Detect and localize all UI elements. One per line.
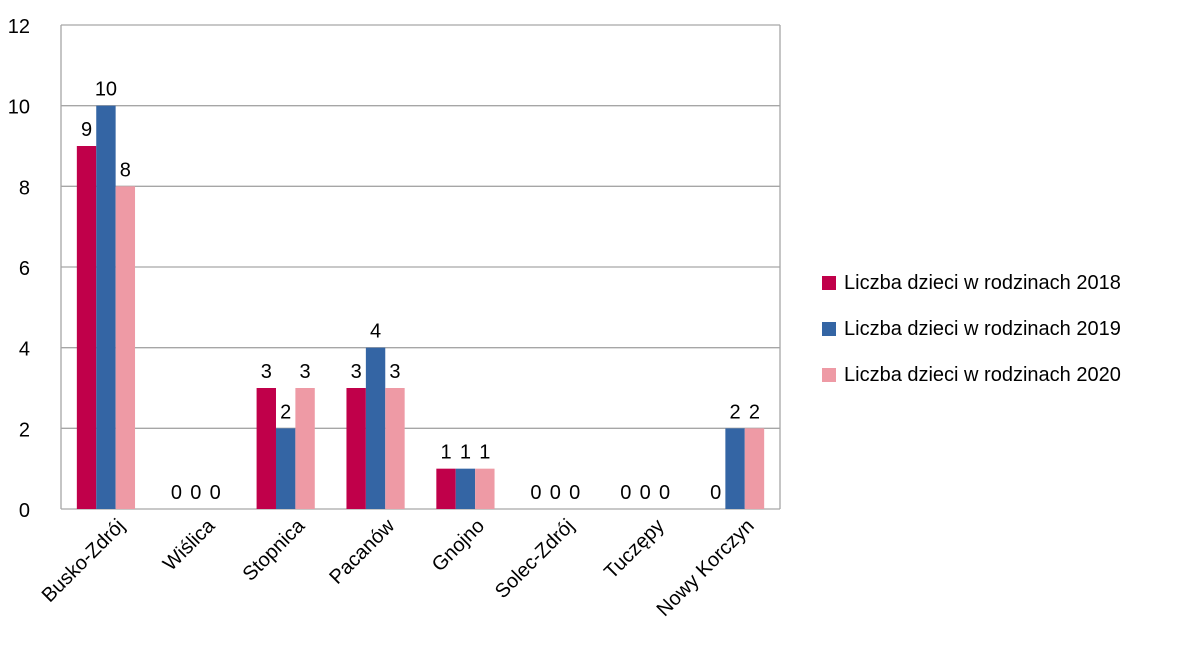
data-label: 10 [95, 79, 117, 101]
data-label: 4 [370, 321, 381, 343]
data-label: 0 [210, 482, 221, 504]
bar [346, 388, 366, 509]
data-label: 3 [300, 361, 311, 383]
data-label: 0 [710, 482, 721, 504]
x-axis-ticks: Busko-Zdrój Wiślica Stopnica Pacanów Gnojno S… [38, 514, 759, 621]
y-tick-label: 0 [19, 500, 30, 522]
legend-item-2019: Liczba dzieci w rodzinach 2019 [822, 318, 1177, 340]
x-tick-label: Busko-Zdrój [38, 515, 130, 607]
grid-layer [60, 24, 781, 510]
bar [295, 388, 315, 509]
data-label: 2 [280, 401, 291, 423]
y-tick-label: 2 [19, 419, 30, 441]
data-label: 0 [569, 482, 580, 504]
data-label: 0 [530, 482, 541, 504]
y-tick-label: 6 [19, 258, 30, 280]
data-label: 1 [440, 442, 451, 464]
bar [115, 186, 136, 510]
bar [455, 468, 476, 509]
legend-swatch-2020 [822, 368, 836, 382]
x-tick-label: Pacanów [325, 515, 399, 589]
data-label: 0 [640, 482, 651, 504]
bar [436, 468, 456, 509]
y-tick-label: 10 [8, 97, 30, 119]
y-tick-label: 12 [8, 16, 30, 38]
bar [385, 388, 405, 509]
data-label: 3 [389, 361, 400, 383]
bar [744, 428, 765, 509]
legend-item-2018: Liczba dzieci w rodzinach 2018 [822, 272, 1177, 294]
y-tick-label: 8 [19, 177, 30, 199]
data-label: 3 [261, 361, 272, 383]
legend-swatch-2018 [822, 276, 836, 290]
bar [76, 146, 97, 509]
bar [725, 428, 745, 509]
x-tick-label: Gnojno [428, 515, 489, 576]
bar [475, 468, 495, 509]
data-label: 8 [120, 159, 131, 181]
data-label: 2 [730, 401, 741, 423]
legend-item-2020: Liczba dzieci w rodzinach 2020 [822, 364, 1177, 386]
bar [96, 105, 116, 510]
legend-label-2018: Liczba dzieci w rodzinach 2018 [844, 271, 1121, 294]
legend-label-2019: Liczba dzieci w rodzinach 2019 [844, 317, 1121, 340]
y-axis-ticks: 0 2 4 6 8 10 12 [8, 16, 30, 522]
x-tick-label: Wiślica [159, 514, 220, 575]
x-tick-label: Stopnica [239, 514, 310, 585]
data-label: 0 [620, 482, 631, 504]
x-tick-label: Tuczępy [600, 515, 668, 583]
bar [365, 347, 386, 509]
data-label: 9 [81, 119, 92, 141]
y-tick-label: 4 [19, 339, 30, 361]
x-tick-label: Solec-Zdrój [491, 515, 579, 603]
data-label: 0 [659, 482, 670, 504]
data-label: 1 [460, 442, 471, 464]
data-label: 0 [190, 482, 201, 504]
data-label: 3 [351, 361, 362, 383]
x-tick-label: Nowy Korczyn [653, 515, 759, 621]
data-label: 0 [171, 482, 182, 504]
data-label: 0 [550, 482, 561, 504]
data-label: 1 [479, 442, 490, 464]
bar [275, 428, 296, 509]
data-label: 2 [749, 401, 760, 423]
legend-swatch-2019 [822, 322, 836, 336]
bars [76, 105, 765, 510]
legend: Liczba dzieci w rodzinach 2018 Liczba dz… [822, 272, 1177, 410]
bar [256, 388, 276, 509]
legend-label-2020: Liczba dzieci w rodzinach 2020 [844, 363, 1121, 386]
